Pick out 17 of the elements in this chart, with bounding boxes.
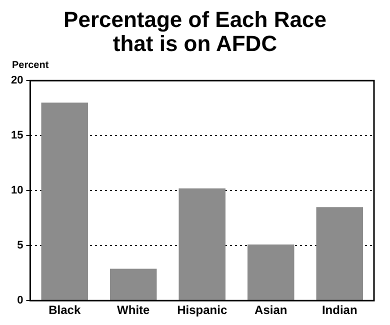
- y-tick-label: 20: [10, 74, 24, 87]
- bar: [41, 102, 88, 300]
- bar: [110, 268, 157, 300]
- y-axis-title: Percent: [12, 60, 50, 71]
- bar: [316, 207, 363, 300]
- x-tick-label: White: [117, 303, 150, 318]
- y-tick-label: 0: [17, 294, 24, 307]
- x-tick-label: Black: [48, 303, 81, 318]
- y-tick-label: 15: [10, 130, 24, 142]
- y-tick-label: 10: [10, 184, 24, 197]
- x-tick-label: Hispanic: [177, 303, 228, 318]
- x-tick-label: Asian: [254, 303, 288, 318]
- x-tick-label: Indian: [322, 303, 358, 318]
- bar: [178, 188, 226, 300]
- y-tick-label: 5: [17, 240, 24, 252]
- bar: [247, 244, 294, 300]
- chart-title: Percentage of Each Race that is on AFDC: [62, 7, 328, 56]
